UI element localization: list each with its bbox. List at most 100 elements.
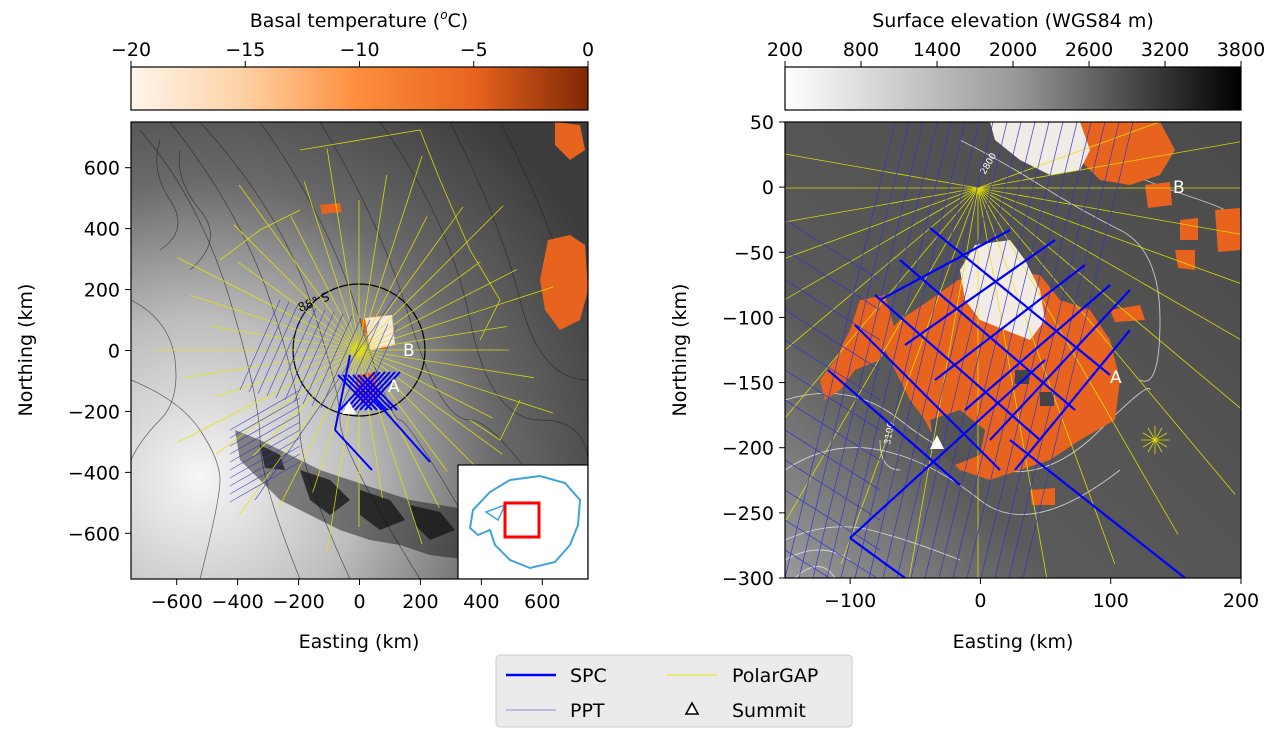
ppt-line bbox=[785, 219, 881, 281]
ppt-line bbox=[229, 389, 301, 431]
ppt-line bbox=[785, 369, 881, 431]
right-xlabel: Easting (km) bbox=[953, 631, 1074, 653]
spc-line bbox=[334, 354, 351, 431]
polargap-line bbox=[238, 349, 360, 516]
polargap-line bbox=[1142, 432, 1156, 441]
summit-marker-left bbox=[342, 401, 356, 414]
left-xlabel: Easting (km) bbox=[299, 631, 420, 653]
polargap-line bbox=[358, 349, 383, 499]
x-tick-label: −400 bbox=[212, 591, 264, 613]
legend-summit-label: Summit bbox=[732, 700, 806, 722]
ppt-line bbox=[785, 279, 881, 341]
colorbar-tick-label: 800 bbox=[843, 39, 879, 61]
ppt-line bbox=[840, 122, 952, 578]
right-ylabel: Northing (km) bbox=[669, 284, 691, 417]
inset-map bbox=[457, 464, 588, 579]
ppt-line bbox=[785, 489, 881, 551]
ppt-line bbox=[229, 437, 301, 479]
polargap-line bbox=[1154, 427, 1163, 441]
y-tick-label: 0 bbox=[762, 177, 774, 199]
spc-line bbox=[849, 537, 906, 578]
polargap-line bbox=[216, 349, 360, 397]
summit-marker-right bbox=[930, 435, 944, 449]
ppt-line bbox=[785, 339, 881, 401]
polargap-line bbox=[977, 187, 1116, 565]
left-map: 88° S A B bbox=[131, 122, 588, 579]
polargap-line bbox=[785, 187, 979, 300]
ppt-line bbox=[910, 122, 1022, 578]
colorbar-tick-label: 0 bbox=[582, 39, 594, 61]
spc-line bbox=[854, 324, 1001, 471]
y-tick-label: −600 bbox=[68, 523, 120, 545]
ppt-line bbox=[229, 421, 301, 463]
polargap-line bbox=[177, 349, 360, 443]
ppt-line bbox=[248, 301, 290, 393]
ppt-line bbox=[275, 307, 317, 399]
ppt-line bbox=[311, 315, 353, 407]
y-tick-label: −50 bbox=[734, 242, 774, 264]
y-tick-label: −200 bbox=[722, 438, 774, 460]
polargap-line bbox=[299, 129, 501, 341]
polargap-line bbox=[1154, 432, 1168, 441]
ppt-line bbox=[229, 405, 301, 447]
polargap-line bbox=[977, 187, 1241, 235]
polargap-line bbox=[210, 326, 360, 351]
ppt-line bbox=[785, 429, 881, 491]
ppt-line bbox=[854, 122, 966, 578]
polargap-line bbox=[977, 187, 1241, 341]
ppt-line bbox=[229, 397, 301, 439]
x-tick-label: 200 bbox=[402, 591, 438, 613]
polargap-line bbox=[358, 349, 534, 379]
polargap-line bbox=[977, 122, 1161, 189]
ppt-line bbox=[229, 453, 301, 495]
left-colorbar bbox=[130, 66, 589, 111]
left-colorbar-ticks: −20 −15 −10 −5 0 bbox=[111, 39, 594, 67]
right-axes-frame bbox=[784, 121, 1242, 579]
colorbar-tick-label: 2000 bbox=[989, 39, 1037, 61]
polargap-line bbox=[785, 187, 979, 351]
polargap-line bbox=[977, 187, 1179, 535]
polargap-line bbox=[977, 187, 1241, 285]
colorbar-tick-label: 3200 bbox=[1141, 39, 1189, 61]
label-a-left: A bbox=[388, 377, 400, 397]
polargap-line bbox=[326, 148, 360, 351]
polargap-line bbox=[358, 269, 517, 351]
label-a-right: A bbox=[1110, 368, 1122, 388]
right-colorbar-label: Surface elevation (WGS84 m) bbox=[872, 10, 1154, 32]
polargap-line bbox=[358, 216, 428, 351]
polargap-line bbox=[358, 349, 554, 414]
polargap-line bbox=[233, 224, 360, 351]
ppt-line bbox=[257, 303, 299, 395]
colorbar-tick-label: 200 bbox=[767, 39, 803, 61]
left-ylabel: Northing (km) bbox=[15, 284, 37, 417]
polargap-line bbox=[219, 209, 301, 261]
ppt-line bbox=[785, 519, 878, 578]
ppt-line bbox=[329, 319, 371, 411]
spc-line bbox=[934, 264, 1086, 381]
y-tick-label: −300 bbox=[722, 568, 774, 590]
left-axis-ticks: −600 −400 −200 0 200 400 600 600 400 200 0 −200 −400… bbox=[68, 158, 561, 613]
spc-line bbox=[1009, 439, 1186, 578]
y-tick-label: 400 bbox=[84, 219, 120, 241]
x-tick-label: −600 bbox=[151, 591, 203, 613]
ppt-line bbox=[994, 122, 1106, 578]
colorbar-tick-label: −15 bbox=[225, 39, 265, 61]
ppt-line bbox=[798, 122, 910, 578]
y-tick-label: 200 bbox=[84, 280, 120, 302]
polargap-line bbox=[358, 206, 464, 351]
spc-line bbox=[849, 359, 1046, 539]
colorbar-tick-label: −10 bbox=[339, 39, 379, 61]
polargap-line bbox=[358, 261, 481, 351]
polargap-line bbox=[1147, 427, 1156, 441]
polargap-line bbox=[1154, 439, 1163, 453]
spc-line bbox=[964, 284, 1111, 411]
polargap-line bbox=[358, 175, 388, 351]
legend-ppt-label: PPT bbox=[570, 700, 605, 722]
polargap-line bbox=[358, 155, 423, 351]
ppt-line bbox=[966, 122, 1078, 578]
polargap-line bbox=[326, 349, 360, 552]
polargap-line bbox=[785, 187, 979, 223]
polargap-line bbox=[358, 349, 448, 472]
polargap-line bbox=[290, 216, 360, 351]
polargap-line bbox=[303, 181, 360, 351]
